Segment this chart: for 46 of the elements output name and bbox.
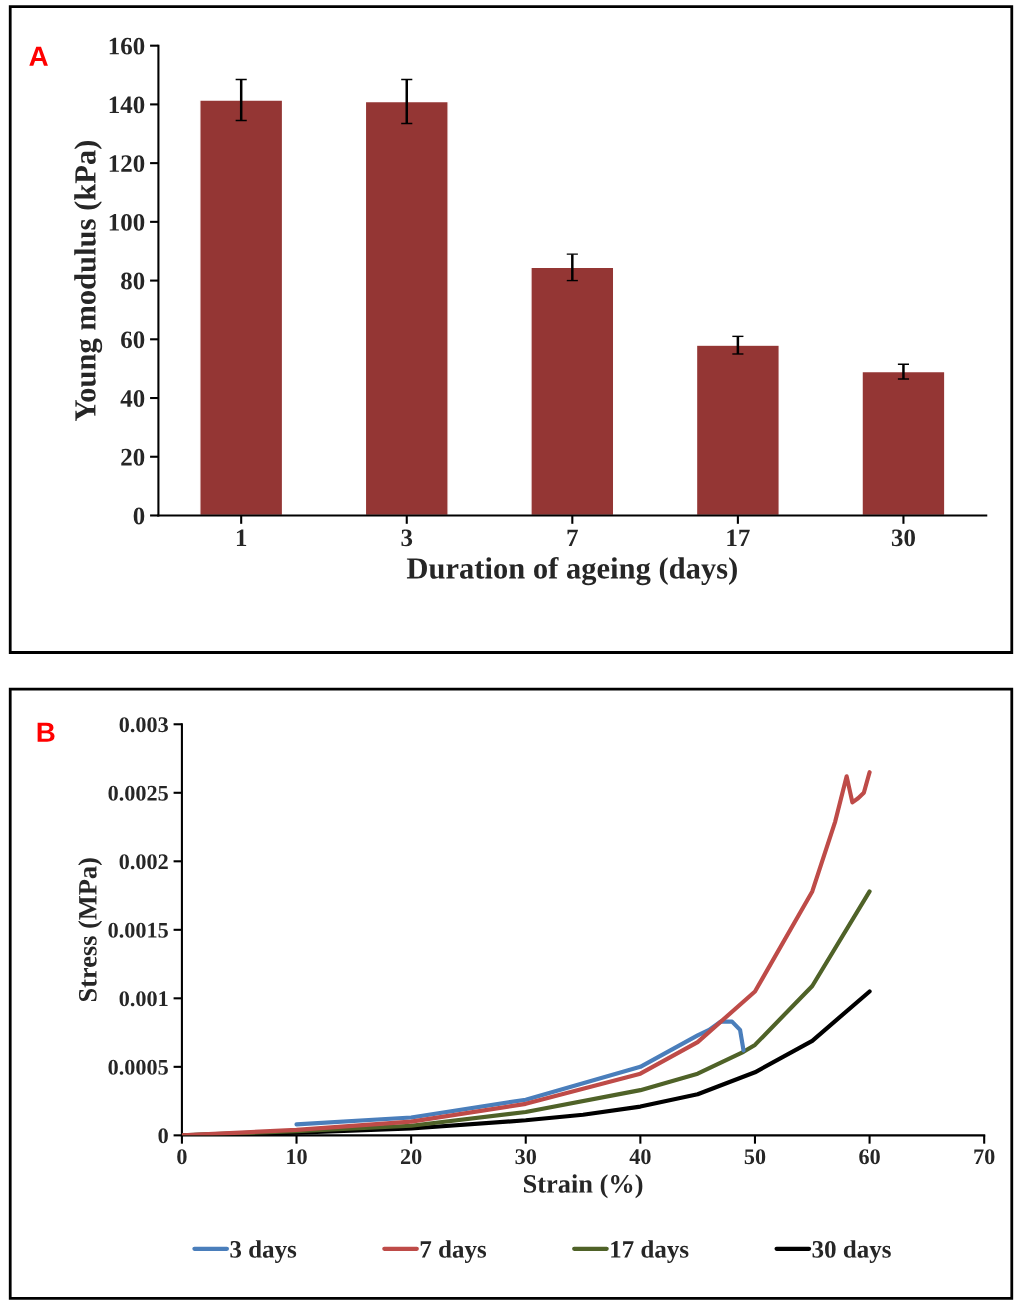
legend-label: 7 days	[420, 1240, 487, 1263]
y-tick-label: 60	[121, 331, 145, 349]
y-tick-label: 0.0015	[108, 922, 168, 938]
y-tick-label: 0.0005	[108, 1059, 168, 1075]
y-tick-label: 0	[133, 507, 145, 525]
y-axis-title: Young modulus (kPa)	[74, 140, 103, 421]
y-axis-title: Stress (MPa)	[78, 858, 103, 1002]
y-tick-label: 140	[109, 96, 145, 114]
x-tick-label: 0	[177, 1149, 187, 1165]
line-series	[181, 770, 872, 1136]
legend-label: 3 days	[230, 1240, 297, 1263]
y-tick-label: 0.003	[119, 717, 168, 733]
bar	[695, 344, 780, 516]
x-tick-label: 40	[629, 1149, 651, 1165]
y-tick-label: 40	[120, 390, 145, 407]
x-axis-title: Duration of ageing (days)	[406, 556, 737, 586]
x-tick-label: 30	[515, 1149, 537, 1165]
text: B	[37, 722, 55, 742]
x-tick-label: 20	[400, 1149, 422, 1165]
bar	[530, 266, 615, 516]
bar	[199, 99, 284, 516]
x-tick-label: 10	[287, 1149, 307, 1165]
x-tick-label: 30	[891, 529, 915, 547]
y-tick-label: 0.0025	[108, 785, 168, 801]
x-tick-label: 17	[727, 529, 750, 547]
x-tick-label: 3	[401, 529, 413, 547]
y-tick-label: 160	[109, 37, 145, 55]
y-tick-label: 80	[121, 272, 145, 290]
y-tick-label: 20	[121, 448, 145, 466]
bar	[861, 370, 946, 516]
x-tick-label: 60	[859, 1149, 880, 1165]
x-tick-label: 50	[744, 1149, 766, 1165]
legend-label: 17 days	[611, 1240, 689, 1263]
x-tick-label: 70	[974, 1149, 995, 1165]
y-tick-label: 0.001	[119, 991, 168, 1007]
line-series	[294, 1019, 746, 1127]
y-tick-label: 0.002	[119, 854, 168, 870]
y-tick-label: 120	[109, 155, 145, 173]
x-axis-title: Strain (%)	[523, 1174, 643, 1199]
x-tick-label: 1	[236, 529, 247, 547]
x-tick-label: 7	[567, 529, 578, 547]
y-tick-label: 100	[109, 213, 145, 231]
legend-label: 30 days	[812, 1240, 891, 1263]
bar	[364, 100, 449, 516]
text: A	[29, 46, 48, 66]
y-tick-label: 0	[158, 1128, 168, 1144]
